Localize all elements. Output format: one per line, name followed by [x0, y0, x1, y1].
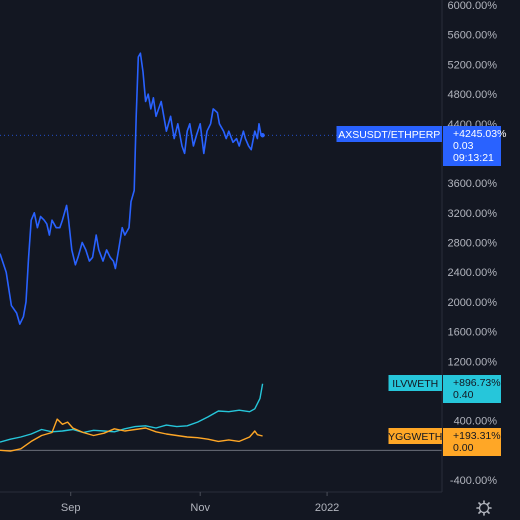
- x-tick-label: Sep: [61, 502, 81, 514]
- y-tick-label: 1200.00%: [447, 356, 497, 368]
- y-tick-label: 4800.00%: [447, 89, 497, 101]
- series-value-tag: [443, 375, 501, 403]
- series-price-label: 0.40: [453, 389, 474, 401]
- series-change-label: +4245.03%: [453, 128, 506, 140]
- series-price-label: 0.00: [453, 442, 474, 454]
- x-tick-label: 2022: [315, 502, 339, 514]
- y-tick-label: 2400.00%: [447, 267, 497, 279]
- series-name-tag: [336, 126, 442, 142]
- series-name-label: AXSUSDT/ETHPERP: [338, 129, 440, 141]
- y-tick-label: 3600.00%: [447, 178, 497, 190]
- countdown-label: 09:13:21: [453, 152, 494, 164]
- y-tick-label: 1600.00%: [447, 327, 497, 339]
- settings-gear-icon[interactable]: [476, 500, 492, 516]
- series-value-tag: [443, 428, 501, 456]
- y-tick-label: 6000.00%: [447, 0, 497, 12]
- series-change-label: +193.31%: [453, 430, 501, 442]
- last-point-marker: [260, 133, 265, 138]
- series-name-label: ILVWETH: [392, 378, 438, 390]
- series-name-tag: [388, 428, 442, 444]
- x-tick-label: Nov: [190, 502, 210, 514]
- y-tick-label: 5600.00%: [447, 30, 497, 42]
- series-name-label: YGGWETH: [388, 431, 442, 443]
- series-value-tag: [443, 126, 501, 166]
- time-axis[interactable]: Sep Nov 2022: [0, 491, 442, 514]
- y-tick-label: 400.00%: [454, 416, 498, 428]
- y-tick-label: 5200.00%: [447, 59, 497, 71]
- series-name-tag: [388, 375, 442, 391]
- price-axis[interactable]: 6000.00%5600.00%5200.00%4800.00%4400.00%…: [441, 0, 498, 492]
- series-line-yggweth[interactable]: [0, 418, 263, 452]
- y-tick-label: 2000.00%: [447, 297, 497, 309]
- series-price-label: 0.03: [453, 140, 474, 152]
- y-tick-label: -400.00%: [450, 475, 497, 487]
- series-change-label: +896.73%: [453, 377, 501, 389]
- y-tick-label: 3200.00%: [447, 208, 497, 220]
- series-line-ilvweth[interactable]: [0, 383, 264, 443]
- series-line-axsusdt-ethperp[interactable]: [0, 52, 263, 325]
- y-tick-label: 2800.00%: [447, 238, 497, 250]
